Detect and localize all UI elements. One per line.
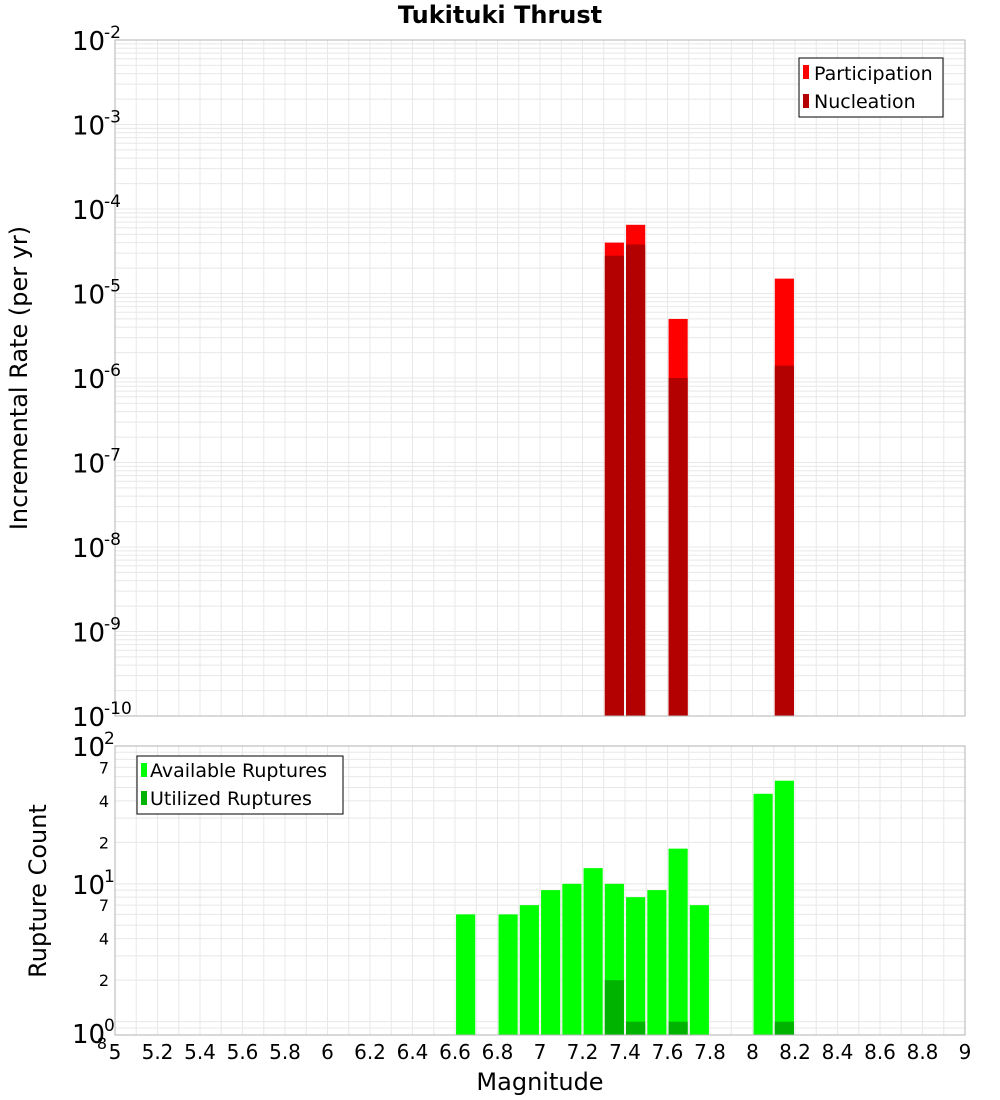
top-bar-b xyxy=(668,378,688,716)
bottom-y-minor-tick-label: 4 xyxy=(99,930,109,949)
bottom-bar-a xyxy=(689,905,709,1035)
bottom-bar-a xyxy=(647,890,667,1035)
x-tick-label: 6.4 xyxy=(397,1040,429,1064)
top-plot-gridlines xyxy=(114,39,966,717)
bottom-plot-frame xyxy=(114,745,966,1036)
participation-legend-label: Participation xyxy=(814,63,933,85)
bottom-y-minor-tick-label: 7 xyxy=(99,896,109,915)
top-y-axis-ticks: 10-210-310-410-510-610-710-810-910-10 xyxy=(72,23,132,733)
top-plot-bars xyxy=(604,224,794,717)
x-tick-label: 5.4 xyxy=(184,1040,216,1064)
top-y-tick-label: 10 xyxy=(72,534,105,564)
top-plot-frame xyxy=(114,39,966,717)
bottom-bar-a xyxy=(562,883,582,1035)
top-y-tick-exponent: -6 xyxy=(104,361,121,381)
available-ruptures-legend-swatch xyxy=(141,763,147,777)
bottom-bar-b xyxy=(626,1021,646,1035)
top-y-tick-label: 10 xyxy=(72,196,105,226)
x-tick-label: 7.6 xyxy=(652,1040,684,1064)
x-tick-label: 6.6 xyxy=(439,1040,471,1064)
x-tick-label: 6.2 xyxy=(354,1040,386,1064)
bottom-bar-a xyxy=(774,780,794,1035)
bottom-bar-a xyxy=(456,914,476,1035)
bottom-y-minor-tick-label: 7 xyxy=(99,758,109,777)
bottom-bar-a xyxy=(519,905,539,1035)
bottom-bar-b xyxy=(604,980,624,1035)
nucleation-legend-swatch xyxy=(803,94,809,108)
utilized-ruptures-legend-swatch xyxy=(141,791,147,805)
utilized-ruptures-legend-label: Utilized Ruptures xyxy=(150,788,312,810)
bottom-y-minor-tick-label: 8 xyxy=(97,1034,107,1053)
bottom-y-tick-exponent: 1 xyxy=(104,867,115,887)
top-bar-b xyxy=(626,244,646,716)
x-tick-label: 8.2 xyxy=(779,1040,811,1064)
bottom-legend-box xyxy=(136,755,344,815)
top-bar-b xyxy=(774,365,794,716)
bottom-bar-a xyxy=(583,868,603,1035)
top-y-axis-label: Incremental Rate (per yr) xyxy=(5,226,33,530)
x-tick-label: 9 xyxy=(959,1040,972,1064)
chart-title: Tukituki Thrust xyxy=(398,1,602,29)
bottom-bar-b xyxy=(774,1021,794,1035)
bottom-y-tick-exponent: 2 xyxy=(104,729,115,749)
x-axis-label: Magnitude xyxy=(476,1068,603,1096)
top-y-tick-exponent: -10 xyxy=(104,699,132,719)
top-y-tick-exponent: -7 xyxy=(104,446,121,466)
top-y-tick-exponent: -5 xyxy=(104,277,121,297)
top-y-tick-exponent: -9 xyxy=(104,615,121,635)
top-y-tick-label: 10 xyxy=(72,112,105,142)
x-tick-label: 5.6 xyxy=(227,1040,259,1064)
top-legend: Participation Nucleation xyxy=(798,57,944,118)
top-y-tick-label: 10 xyxy=(72,619,105,649)
bottom-y-tick-label: 10 xyxy=(72,733,105,763)
top-y-tick-exponent: -2 xyxy=(104,23,121,43)
x-tick-label: 8.6 xyxy=(864,1040,896,1064)
x-tick-label: 7.2 xyxy=(567,1040,599,1064)
bottom-bar-a xyxy=(668,848,688,1035)
top-y-tick-label: 10 xyxy=(72,27,105,57)
x-tick-label: 6 xyxy=(321,1040,334,1064)
top-legend-box xyxy=(798,57,944,118)
participation-legend-swatch xyxy=(803,65,809,79)
x-tick-label: 6.8 xyxy=(482,1040,514,1064)
bottom-y-minor-tick-label: 2 xyxy=(99,971,109,990)
x-tick-label: 5.2 xyxy=(142,1040,174,1064)
bottom-bar-a xyxy=(753,793,773,1035)
top-bar-b xyxy=(604,255,624,716)
available-ruptures-legend-label: Available Ruptures xyxy=(150,760,327,782)
top-y-tick-exponent: -3 xyxy=(104,108,121,128)
bottom-y-minor-tick-label: 2 xyxy=(99,833,109,852)
top-y-tick-label: 10 xyxy=(72,281,105,311)
x-tick-label: 7 xyxy=(534,1040,547,1064)
bottom-legend: Available Ruptures Utilized Ruptures xyxy=(136,755,344,815)
bottom-bar-a xyxy=(541,890,561,1035)
x-tick-label: 5.8 xyxy=(269,1040,301,1064)
bottom-bar-b xyxy=(668,1021,688,1035)
bottom-y-tick-exponent: 0 xyxy=(104,1016,115,1036)
bottom-y-tick-label: 10 xyxy=(72,871,105,901)
top-y-tick-exponent: -4 xyxy=(104,192,121,212)
nucleation-legend-label: Nucleation xyxy=(814,91,916,113)
bottom-y-axis-label: Rupture Count xyxy=(24,804,52,978)
x-tick-label: 8 xyxy=(746,1040,759,1064)
x-tick-label: 7.4 xyxy=(609,1040,641,1064)
x-axis-ticks: 5 5.2 5.4 5.6 5.8 6 6.2 6.4 6.6 6.8 7 7.2 7.4 7.6 7.8 8… xyxy=(109,1040,972,1064)
x-tick-label: 8.8 xyxy=(907,1040,939,1064)
top-y-tick-label: 10 xyxy=(72,703,105,733)
bottom-plot-bars xyxy=(456,780,794,1035)
top-y-tick-label: 10 xyxy=(72,365,105,395)
bottom-bar-a xyxy=(626,897,646,1035)
bottom-y-tick-label: 10 xyxy=(72,1020,105,1050)
bottom-bar-a xyxy=(498,914,518,1035)
x-tick-label: 8.4 xyxy=(822,1040,854,1064)
x-tick-label: 7.8 xyxy=(694,1040,726,1064)
bottom-y-minor-tick-label: 4 xyxy=(99,792,109,811)
top-y-tick-exponent: -8 xyxy=(104,530,121,550)
x-tick-label: 5 xyxy=(109,1040,122,1064)
top-y-tick-label: 10 xyxy=(72,450,105,480)
